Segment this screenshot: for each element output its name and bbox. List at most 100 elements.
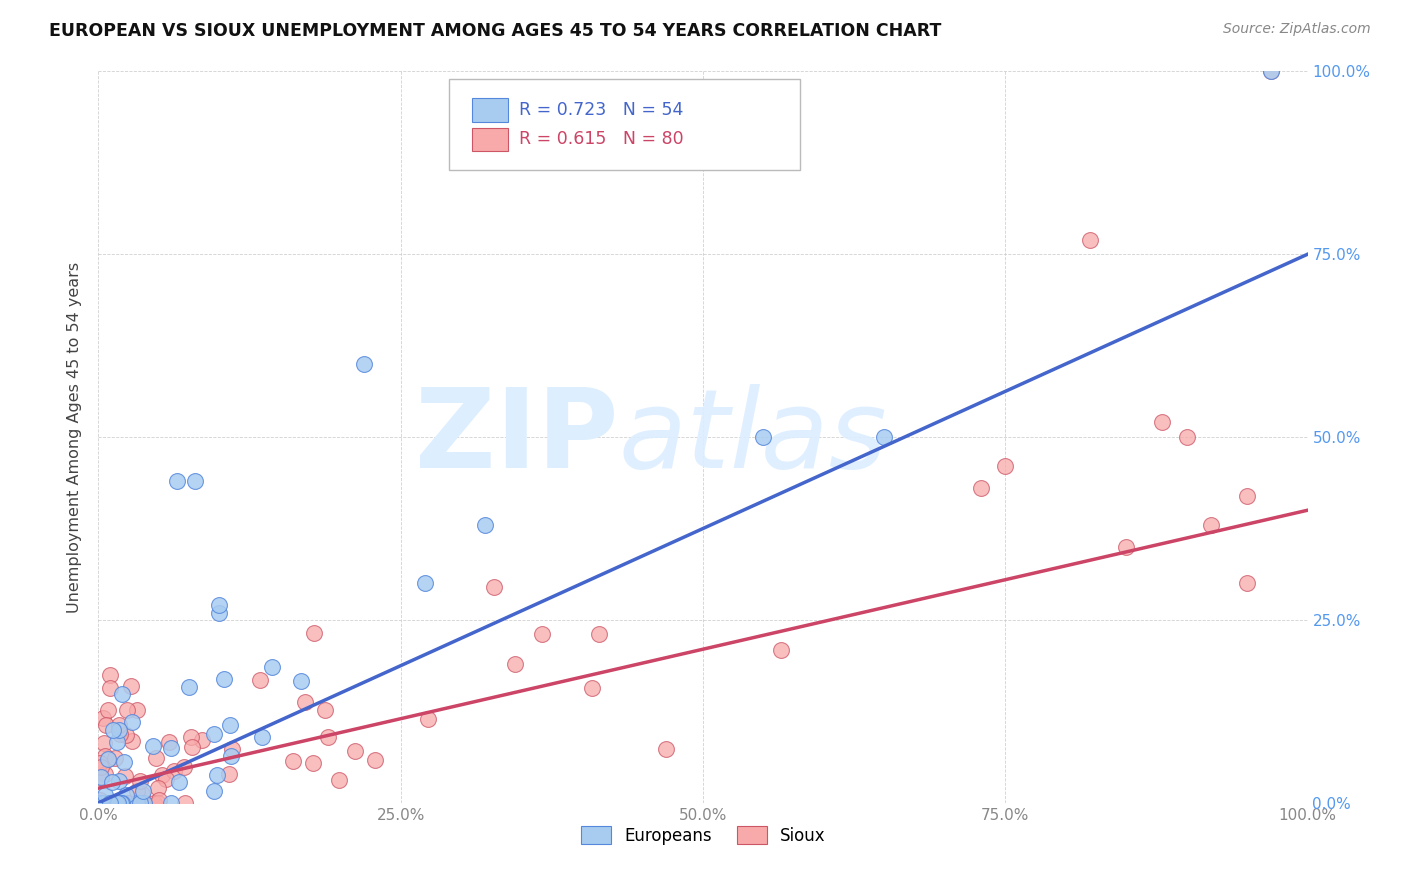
Point (177, 680, 200, 694)
Point (90, 796, 112, 810)
Point (316, 730, 339, 744)
Text: Source: ZipAtlas.com: Source: ZipAtlas.com (1223, 22, 1371, 37)
Point (127, 796, 149, 810)
Point (205, 768, 228, 782)
Point (131, 787, 153, 801)
Point (353, 357, 375, 371)
Point (294, 695, 316, 709)
Point (174, 796, 197, 810)
Point (97, 751, 120, 765)
Point (89, 796, 111, 810)
Point (148, 780, 170, 795)
Point (128, 774, 150, 789)
Point (208, 599, 231, 613)
Point (111, 796, 134, 810)
Point (94, 788, 117, 802)
Point (221, 742, 243, 756)
Point (301, 756, 323, 771)
Point (190, 733, 212, 747)
Point (129, 796, 152, 810)
Point (155, 772, 177, 787)
Point (873, 430, 896, 444)
Point (180, 730, 202, 744)
Point (250, 730, 273, 744)
Point (107, 718, 129, 732)
Point (131, 784, 153, 798)
Point (98, 668, 121, 682)
Point (588, 627, 610, 641)
Point (121, 734, 143, 748)
Point (93, 796, 115, 810)
Point (416, 712, 439, 726)
Point (105, 735, 128, 749)
Point (219, 718, 242, 732)
Point (994, 459, 1017, 474)
Point (364, 753, 387, 767)
Point (101, 795, 124, 809)
Text: R = 0.615   N = 80: R = 0.615 N = 80 (519, 130, 683, 148)
Point (1175, 430, 1198, 444)
Point (769, 643, 792, 657)
Point (208, 606, 231, 620)
Point (134, 796, 156, 810)
Point (100, 681, 122, 696)
Point (94, 767, 117, 781)
Point (89, 770, 111, 784)
Point (107, 796, 129, 810)
Point (104, 796, 127, 810)
Point (166, 474, 188, 488)
Point (93, 711, 115, 725)
Point (97, 796, 120, 810)
Point (94, 748, 117, 763)
Point (121, 714, 143, 729)
Point (970, 481, 993, 495)
Point (160, 740, 183, 755)
Point (283, 754, 305, 768)
Point (89, 796, 111, 810)
Point (90, 770, 112, 784)
Point (142, 796, 165, 810)
Point (127, 796, 149, 810)
FancyBboxPatch shape (472, 98, 509, 122)
Point (89, 756, 111, 770)
Point (249, 673, 271, 687)
Point (115, 788, 138, 802)
Point (145, 751, 167, 765)
Point (97, 752, 120, 766)
Point (98, 796, 121, 810)
Point (115, 728, 138, 742)
Point (160, 796, 183, 810)
Point (482, 581, 505, 595)
Point (173, 760, 195, 774)
Point (752, 430, 775, 444)
Point (503, 657, 526, 672)
Point (104, 751, 127, 765)
Point (1236, 489, 1258, 503)
Point (654, 742, 676, 756)
Point (531, 626, 554, 640)
Point (1115, 540, 1137, 554)
Point (184, 474, 207, 488)
Point (219, 748, 242, 763)
Point (118, 796, 141, 810)
Point (117, 702, 139, 716)
FancyBboxPatch shape (449, 78, 800, 170)
Point (111, 687, 134, 701)
Point (101, 723, 124, 738)
Point (302, 625, 325, 640)
Point (94, 796, 117, 810)
Text: atlas: atlas (619, 384, 887, 491)
Point (125, 784, 148, 798)
Point (114, 769, 136, 783)
Point (108, 727, 131, 741)
Point (93, 736, 115, 750)
Point (474, 517, 496, 532)
Point (202, 726, 225, 740)
Point (90, 760, 112, 774)
Point (202, 783, 225, 797)
Point (212, 672, 235, 686)
Point (101, 775, 124, 789)
Point (89, 793, 111, 807)
Point (1152, 416, 1174, 430)
Point (94, 796, 117, 810)
